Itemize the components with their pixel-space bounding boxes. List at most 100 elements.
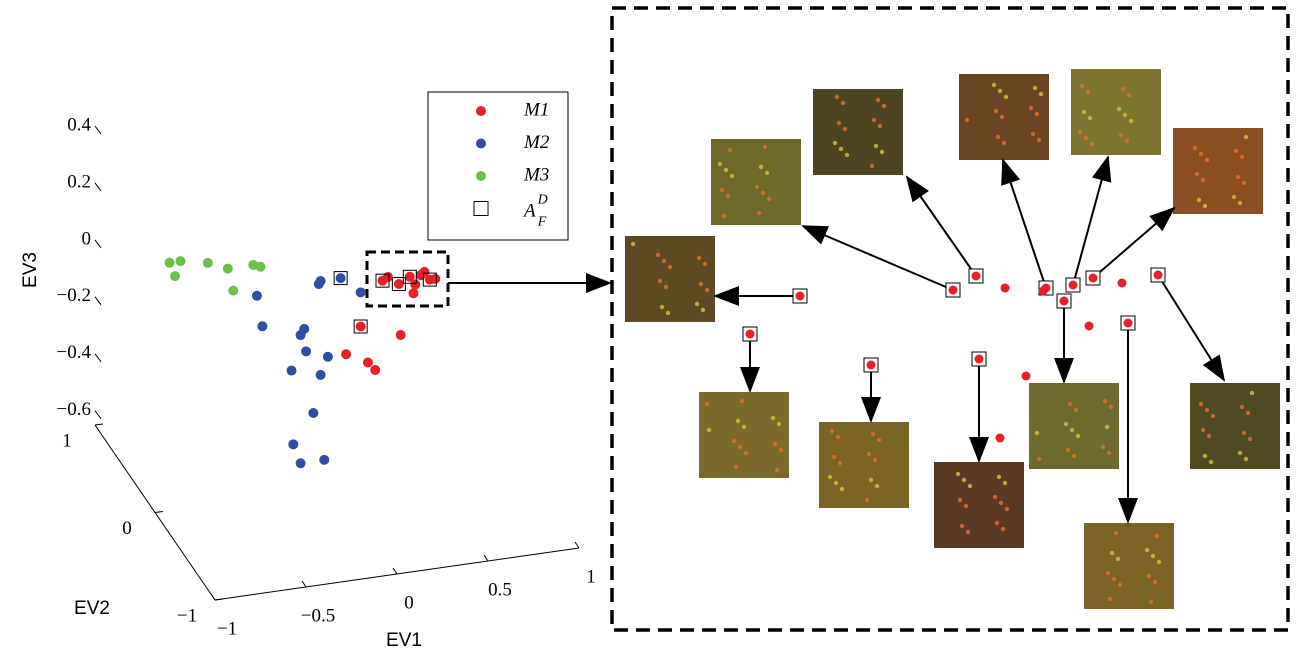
thumbnail-spot bbox=[1197, 198, 1201, 202]
thumbnail-spot bbox=[877, 438, 881, 442]
x-tick-label: 0.5 bbox=[488, 579, 512, 600]
thumbnail-spot bbox=[1118, 583, 1122, 587]
z-tick-label: −0.2 bbox=[57, 285, 91, 306]
thumbnail-spot bbox=[1240, 155, 1244, 159]
thumbnail-spot bbox=[1195, 172, 1199, 176]
thumbnail-spot bbox=[1199, 402, 1203, 406]
thumbnail-spot bbox=[1157, 560, 1161, 564]
thumbnail-spot bbox=[1033, 86, 1037, 90]
thumbnail-spot bbox=[736, 419, 740, 423]
z-tick bbox=[95, 126, 101, 134]
thumbnail-spot bbox=[1205, 408, 1209, 412]
thumbnail-spot bbox=[1232, 195, 1236, 199]
thumbnail-spot bbox=[744, 451, 748, 455]
thumbnail-spot bbox=[1066, 448, 1070, 452]
z-tick-label: 0 bbox=[82, 228, 92, 249]
zoom-point bbox=[1089, 274, 1098, 283]
thumbnail-spot bbox=[1074, 408, 1078, 412]
point bbox=[410, 280, 420, 290]
thumbnail-spot bbox=[828, 475, 832, 479]
thumbnail-spot bbox=[872, 118, 876, 122]
point bbox=[370, 365, 380, 375]
thumbnail-bg bbox=[699, 392, 789, 478]
thumbnail-spot bbox=[734, 465, 738, 469]
thumbnail-spot bbox=[759, 165, 763, 169]
thumbnail-spot bbox=[996, 135, 1000, 139]
x-tick bbox=[211, 594, 215, 600]
point bbox=[175, 256, 185, 266]
thumbnail-spot bbox=[1082, 110, 1086, 114]
zoom-point bbox=[1022, 372, 1031, 381]
thumbnail-spot bbox=[1242, 431, 1246, 435]
thumbnail-spot bbox=[843, 127, 847, 131]
thumbnail-spot bbox=[1242, 181, 1246, 185]
zoom-point bbox=[867, 361, 876, 370]
point bbox=[408, 288, 418, 298]
z-tick-label: 0.4 bbox=[67, 114, 91, 135]
x-axis-label: EV1 bbox=[386, 630, 422, 651]
thumbnail-spot bbox=[837, 121, 841, 125]
thumbnail-bg bbox=[1084, 523, 1174, 609]
thumbnail-spot bbox=[994, 109, 998, 113]
thumbnail-spot bbox=[960, 524, 964, 528]
y-tick bbox=[95, 424, 103, 425]
thumbnail-spot bbox=[1193, 146, 1197, 150]
point bbox=[257, 321, 267, 331]
zoom-point bbox=[1060, 297, 1069, 306]
thumbnail-bg bbox=[819, 422, 909, 508]
thumbnail-spot bbox=[1112, 577, 1116, 581]
thumbnail-spot bbox=[1201, 428, 1205, 432]
thumbnail-spot bbox=[1003, 481, 1007, 485]
thumbnail-spot bbox=[1238, 201, 1242, 205]
thumbnail-spot bbox=[1211, 414, 1215, 418]
thumbnail-spot bbox=[1244, 135, 1248, 139]
thumbnail bbox=[711, 139, 801, 225]
thumbnail-spot bbox=[956, 472, 960, 476]
thumbnail-spot bbox=[666, 311, 670, 315]
thumbnail-spot bbox=[871, 432, 875, 436]
thumbnail-spot bbox=[1037, 457, 1041, 461]
thumbnail bbox=[934, 462, 1024, 548]
thumbnail bbox=[819, 422, 909, 508]
thumbnail-spot bbox=[1201, 178, 1205, 182]
zoom-point bbox=[1154, 271, 1163, 280]
thumbnail-spot bbox=[1109, 405, 1113, 409]
thumbnail-spot bbox=[1080, 84, 1084, 88]
thumbnail-spot bbox=[779, 448, 783, 452]
thumbnail bbox=[1071, 69, 1161, 155]
thumbnail-spot bbox=[1236, 175, 1240, 179]
thumbnail-spot bbox=[1244, 457, 1248, 461]
thumbnail-spot bbox=[840, 487, 844, 491]
thumbnail-spot bbox=[993, 495, 997, 499]
thumbnail-spot bbox=[718, 162, 722, 166]
legend-label: M3 bbox=[523, 164, 549, 185]
thumbnail-spot bbox=[761, 191, 765, 195]
thumbnail-spot bbox=[1108, 597, 1112, 601]
zoom-arrow bbox=[1073, 157, 1108, 285]
point bbox=[356, 287, 366, 297]
thumbnail-spot bbox=[1155, 534, 1159, 538]
thumbnail-spot bbox=[1145, 548, 1149, 552]
thumbnail-spot bbox=[660, 305, 664, 309]
zoom-arrow bbox=[1158, 275, 1224, 380]
thumbnail-spot bbox=[699, 282, 703, 286]
thumbnail-spot bbox=[755, 185, 759, 189]
zoom-point bbox=[1118, 279, 1127, 288]
thumbnail-spot bbox=[1238, 451, 1242, 455]
thumbnail-spot bbox=[1000, 115, 1004, 119]
thumbnail-spot bbox=[1037, 138, 1041, 142]
x-tick bbox=[302, 581, 306, 587]
thumbnail-spot bbox=[722, 214, 726, 218]
point bbox=[165, 258, 175, 268]
y-tick bbox=[155, 512, 163, 513]
zoom-point bbox=[746, 330, 755, 339]
thumbnail-spot bbox=[839, 147, 843, 151]
thumbnail-spot bbox=[1116, 557, 1120, 561]
thumbnail bbox=[959, 74, 1049, 160]
thumbnail-spot bbox=[832, 455, 836, 459]
zoom-arrow bbox=[907, 177, 976, 276]
thumbnail-spot bbox=[1090, 142, 1094, 146]
thumbnail bbox=[1029, 383, 1119, 469]
thumbnail-spot bbox=[1240, 405, 1244, 409]
x-tick-label: 1 bbox=[586, 566, 596, 587]
